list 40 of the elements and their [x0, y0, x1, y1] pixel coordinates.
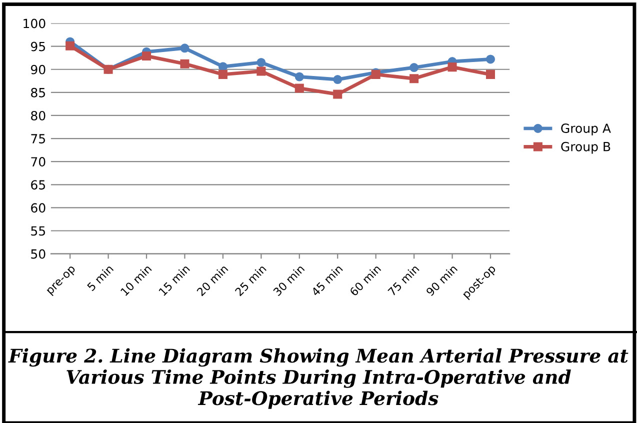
point	[180, 59, 190, 68]
point	[333, 75, 342, 84]
x-tick-label: 5 min	[86, 264, 114, 292]
point	[410, 63, 419, 72]
point	[218, 70, 228, 79]
x-tick-label: 30 min	[272, 264, 305, 296]
point	[294, 84, 304, 93]
point	[410, 74, 419, 84]
caption: Figure 2. Line Diagram Showing Mean Arterial Pressure at Various Time Points During Intra-Operative and Post-Operative Periods	[8, 348, 628, 409]
x-tick-label: 90 min	[425, 264, 458, 296]
point	[486, 54, 496, 64]
point	[66, 41, 75, 50]
y-tick-label: 90	[30, 64, 46, 74]
point	[294, 72, 304, 82]
point	[256, 66, 266, 76]
y-tick-label: 65	[31, 180, 46, 190]
x-tick-label: 60 min	[349, 264, 382, 296]
x-tick-label: 25 min	[234, 264, 267, 296]
y-tick-label: 75	[31, 134, 46, 144]
y-tick-label: 50	[31, 249, 46, 259]
x-tick-label: 20 min	[196, 264, 228, 296]
x-tick-label: 15 min	[158, 264, 190, 296]
point	[333, 90, 342, 99]
y-tick-label: 70	[31, 157, 46, 167]
y-tick-label: 100	[24, 18, 46, 28]
point	[486, 70, 496, 79]
x-tick-label: 45 min	[310, 264, 344, 297]
y-tick-label: 95	[30, 42, 46, 52]
y-tick-label: 85	[31, 88, 46, 98]
legend-label: Group A	[561, 124, 611, 136]
y-tick-label: 60	[31, 203, 46, 213]
point	[180, 44, 190, 53]
point	[256, 58, 266, 67]
point	[448, 62, 457, 72]
point	[142, 51, 152, 61]
y-tick-label: 55	[31, 226, 46, 236]
y-tick-label: 80	[31, 110, 46, 120]
x-tick-label: 75 min	[387, 264, 420, 296]
legend-label: Group B	[561, 142, 610, 154]
x-tick-label: 10 min	[120, 264, 152, 296]
